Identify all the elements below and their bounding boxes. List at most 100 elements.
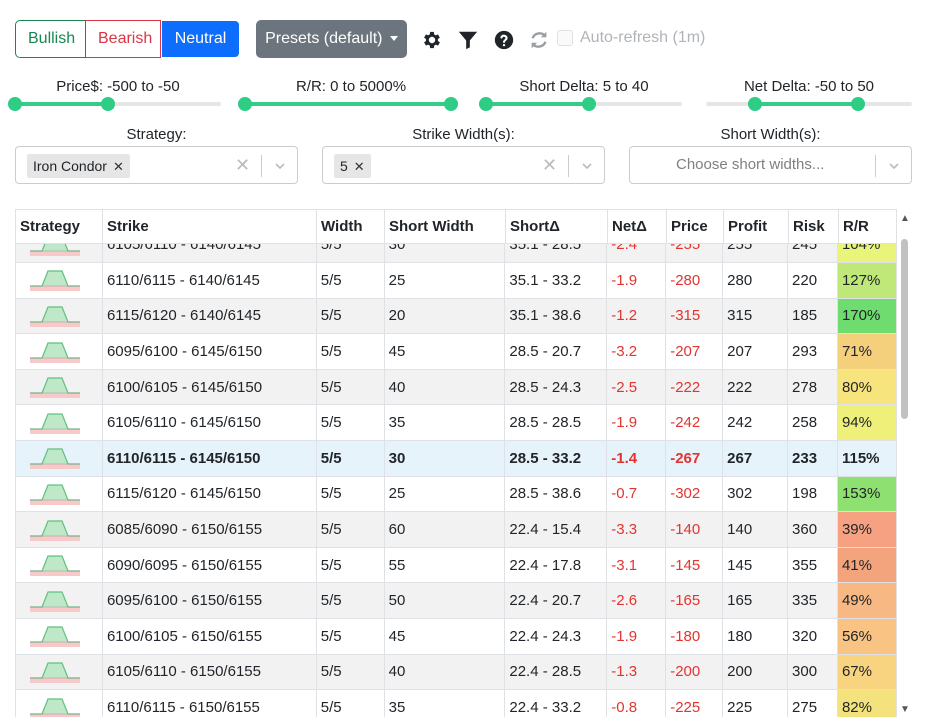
bearish-button[interactable]: Bearish <box>86 20 161 58</box>
table-row[interactable]: 6115/6120 - 6140/6145 5/5 20 35.1 - 38.6 -1.… <box>15 298 897 335</box>
rr-slider-max-handle[interactable] <box>444 97 458 111</box>
table-scrollbar[interactable]: ▲ ▼ <box>898 209 912 717</box>
iron-condor-payoff-icon <box>15 404 103 442</box>
neutral-button[interactable]: Neutral <box>161 20 240 58</box>
table-row[interactable]: 6110/6115 - 6140/6145 5/5 25 35.1 - 33.2 -1.… <box>15 262 897 299</box>
cell-short-width: 35 <box>384 404 506 442</box>
cell-width: 5/5 <box>316 689 385 717</box>
table-row[interactable]: 6100/6105 - 6150/6155 5/5 45 22.4 - 24.3 -1.… <box>15 618 897 655</box>
cell-strike: 6090/6095 - 6150/6155 <box>102 547 317 584</box>
table-row[interactable]: 6115/6120 - 6145/6150 5/5 25 28.5 - 38.6 -0.… <box>15 476 897 513</box>
cell-short-width: 35 <box>384 689 506 717</box>
strategy-chip: Iron Condor ✕ <box>27 154 130 178</box>
short-width-select[interactable]: Choose short widths... <box>629 146 912 184</box>
cell-short-delta: 22.4 - 15.4 <box>504 511 608 548</box>
price-slider-max-handle[interactable] <box>101 97 115 111</box>
cell-short-delta: 35.1 - 33.2 <box>504 262 608 299</box>
strategy-select[interactable]: Iron Condor ✕ ✕ <box>15 146 298 184</box>
header-price[interactable]: Price <box>671 218 708 235</box>
short-delta-slider-max-handle[interactable] <box>582 97 596 111</box>
chevron-down-icon[interactable] <box>275 161 285 171</box>
iron-condor-payoff-icon <box>15 262 103 299</box>
cell-profit: 315 <box>722 298 789 335</box>
presets-dropdown[interactable]: Presets (default) <box>256 20 407 58</box>
rr-slider-min-handle[interactable] <box>238 97 252 111</box>
auto-refresh-checkbox[interactable] <box>557 30 573 46</box>
iron-condor-payoff-icon <box>15 476 103 513</box>
cell-strike: 6115/6120 - 6145/6150 <box>102 476 317 513</box>
refresh-icon[interactable] <box>528 29 550 51</box>
chevron-down-icon[interactable] <box>889 161 899 171</box>
table-row[interactable]: 6110/6115 - 6150/6155 5/5 35 22.4 - 33.2 -0.… <box>15 689 897 717</box>
net-delta-slider-track[interactable] <box>706 97 912 111</box>
help-icon[interactable] <box>493 29 515 51</box>
cell-price: -180 <box>665 618 724 655</box>
clear-icon[interactable]: ✕ <box>235 155 251 175</box>
cell-short-delta: 28.5 - 24.3 <box>504 369 608 406</box>
remove-chip-icon[interactable]: ✕ <box>353 159 365 174</box>
chevron-down-icon[interactable] <box>582 161 592 171</box>
header-risk[interactable]: Risk <box>793 218 825 235</box>
header-net-delta[interactable]: NetΔ <box>612 218 647 235</box>
short-delta-slider: Short Delta: 5 to 40 <box>479 78 682 114</box>
filter-icon[interactable] <box>457 29 479 51</box>
scroll-down-icon[interactable]: ▼ <box>900 704 910 715</box>
cell-net-delta: -1.9 <box>606 262 667 299</box>
strike-width-chip: 5 ✕ <box>334 154 371 178</box>
cell-rr: 115% <box>837 440 897 477</box>
price-slider-track[interactable] <box>8 97 221 111</box>
cell-profit: 267 <box>722 440 789 477</box>
cell-risk: 355 <box>787 547 838 584</box>
cell-strike: 6105/6110 - 6150/6155 <box>102 654 317 691</box>
cell-short-width: 60 <box>384 511 506 548</box>
cell-profit: 225 <box>722 689 789 717</box>
scrollbar-thumb[interactable] <box>901 239 908 419</box>
cell-net-delta: -1.4 <box>606 440 667 477</box>
table-row[interactable]: 6105/6110 - 6145/6150 5/5 35 28.5 - 28.5 -1.… <box>15 404 897 442</box>
scroll-up-icon[interactable]: ▲ <box>900 213 910 224</box>
rr-slider-track[interactable] <box>238 97 458 111</box>
remove-chip-icon[interactable]: ✕ <box>112 159 124 174</box>
short-delta-slider-min-handle[interactable] <box>479 97 493 111</box>
table-row[interactable]: 6095/6100 - 6145/6150 5/5 45 28.5 - 20.7 -3.… <box>15 333 897 370</box>
header-rr[interactable]: R/R <box>843 218 869 235</box>
net-delta-slider-min-handle[interactable] <box>748 97 762 111</box>
cell-short-delta: 28.5 - 28.5 <box>504 404 608 442</box>
header-strike[interactable]: Strike <box>107 218 149 235</box>
header-profit[interactable]: Profit <box>728 218 768 235</box>
table-row[interactable]: 6085/6090 - 6150/6155 5/5 60 22.4 - 15.4 -3.… <box>15 511 897 548</box>
net-delta-slider: Net Delta: -50 to 50 <box>706 78 912 114</box>
cell-risk: 198 <box>787 476 838 513</box>
net-delta-slider-max-handle[interactable] <box>851 97 865 111</box>
short-delta-slider-track[interactable] <box>479 97 682 111</box>
table-row[interactable]: 6110/6115 - 6145/6150 5/5 30 28.5 - 33.2 -1.… <box>15 440 897 477</box>
cell-width: 5/5 <box>316 654 385 691</box>
table-row[interactable]: 6090/6095 - 6150/6155 5/5 55 22.4 - 17.8 -3.… <box>15 547 897 584</box>
bullish-button[interactable]: Bullish <box>15 20 86 58</box>
cell-price: -222 <box>665 369 724 406</box>
price-slider-min-handle[interactable] <box>8 97 22 111</box>
iron-condor-payoff-icon <box>15 547 103 584</box>
header-strategy[interactable]: Strategy <box>20 218 81 235</box>
cell-short-width: 45 <box>384 333 506 370</box>
strike-width-select[interactable]: 5 ✕ ✕ <box>322 146 605 184</box>
table-row[interactable]: 6095/6100 - 6150/6155 5/5 50 22.4 - 20.7 -2.… <box>15 582 897 620</box>
gear-icon[interactable] <box>421 29 443 51</box>
table-row[interactable]: 6105/6110 - 6150/6155 5/5 40 22.4 - 28.5 -1.… <box>15 654 897 691</box>
price-slider: Price$: -500 to -50 <box>8 78 221 114</box>
cell-short-delta: 22.4 - 24.3 <box>504 618 608 655</box>
clear-icon[interactable]: ✕ <box>542 155 558 175</box>
cell-strike: 6115/6120 - 6140/6145 <box>102 298 317 335</box>
table-row[interactable]: 6100/6105 - 6145/6150 5/5 40 28.5 - 24.3 -2.… <box>15 369 897 406</box>
cell-strike: 6100/6105 - 6150/6155 <box>102 618 317 655</box>
auto-refresh-toggle[interactable]: Auto-refresh (1m) <box>557 29 705 47</box>
cell-width: 5/5 <box>316 511 385 548</box>
header-short-delta[interactable]: ShortΔ <box>510 218 560 235</box>
header-width[interactable]: Width <box>321 218 363 235</box>
cell-short-delta: 22.4 - 28.5 <box>504 654 608 691</box>
cell-strike: 6095/6100 - 6145/6150 <box>102 333 317 370</box>
cell-profit: 280 <box>722 262 789 299</box>
header-short-width[interactable]: Short Width <box>389 218 474 235</box>
iron-condor-payoff-icon <box>15 618 103 655</box>
rr-slider: R/R: 0 to 5000% <box>238 78 458 114</box>
